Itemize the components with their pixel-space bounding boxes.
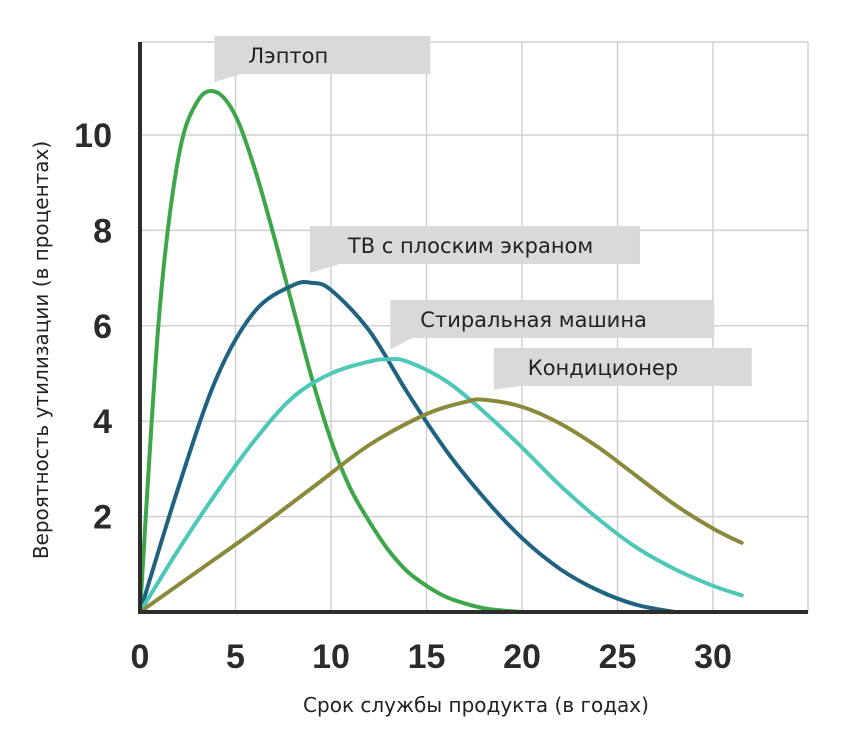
callouts: Лэптоп ТВ с плоским экраном Стиральная маш… xyxy=(214,36,752,390)
callout-box xyxy=(390,300,715,338)
series-line-2 xyxy=(138,280,677,614)
callout-pointer xyxy=(309,264,340,273)
x-tick-label: 5 xyxy=(226,638,245,676)
callout-4: Кондиционер xyxy=(493,348,752,390)
y-axis-title: Вероятность утилизации (в процентах) xyxy=(29,141,53,559)
x-tick-label: 10 xyxy=(312,638,350,676)
callout-pointer xyxy=(390,338,413,350)
tick-labels: 0 5 10 15 20 25 30 2 4 6 8 10 xyxy=(74,117,732,676)
x-axis-title: Срок службы продукта (в годах) xyxy=(303,693,649,717)
callout-2: ТВ с плоским экраном xyxy=(309,226,640,273)
y-tick-label: 6 xyxy=(93,308,112,346)
y-tick-label: 10 xyxy=(74,117,112,155)
callout-box xyxy=(493,348,752,386)
series-line-3 xyxy=(138,357,744,614)
x-tick-label: 15 xyxy=(408,638,446,676)
y-tick-label: 8 xyxy=(93,212,112,250)
callout-label: Стиральная машина xyxy=(420,308,647,332)
callout-box xyxy=(214,36,431,74)
series-line-4 xyxy=(138,397,744,614)
series-lines xyxy=(138,89,744,614)
x-tick-label: 30 xyxy=(694,638,732,676)
callout-label: Лэптоп xyxy=(248,44,328,68)
x-tick-label: 0 xyxy=(131,638,150,676)
callout-1: Лэптоп xyxy=(214,36,431,83)
callout-label: ТВ с плоским экраном xyxy=(347,234,593,258)
callout-label: Кондиционер xyxy=(528,356,678,380)
callout-pointer xyxy=(493,386,520,390)
callout-pointer xyxy=(214,74,241,83)
x-tick-label: 20 xyxy=(503,638,541,676)
callout-3: Стиральная машина xyxy=(390,300,715,350)
x-tick-label: 25 xyxy=(599,638,637,676)
y-tick-label: 4 xyxy=(93,403,112,441)
axes xyxy=(138,42,808,614)
y-tick-label: 2 xyxy=(93,499,112,537)
callout-box xyxy=(309,226,640,264)
